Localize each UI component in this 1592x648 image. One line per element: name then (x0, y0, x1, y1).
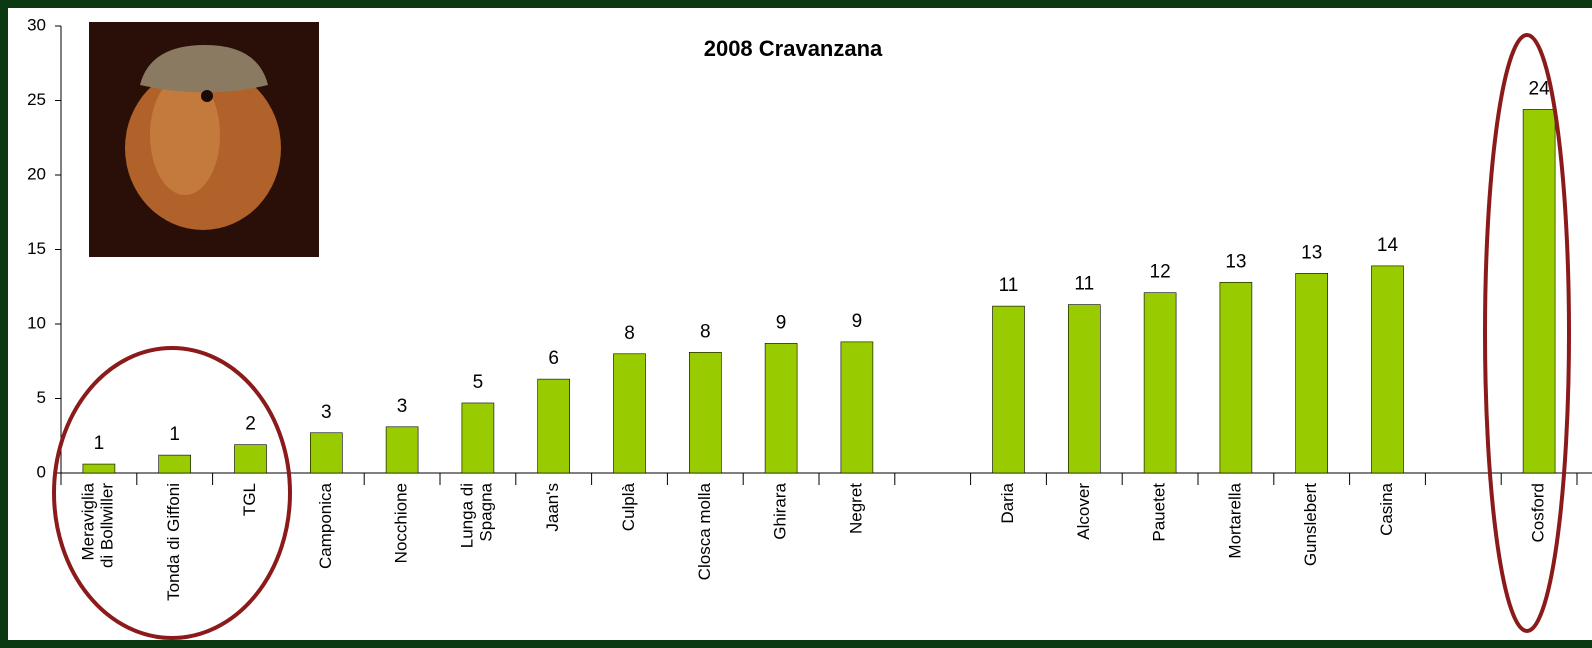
bar (689, 352, 721, 473)
x-tick-label: Culplà (619, 482, 638, 531)
bar (993, 306, 1025, 473)
x-tick-label: Pauetet (1150, 483, 1169, 542)
value-label: 8 (700, 321, 711, 342)
x-tick-label: Meravigliadi Bollwiller (79, 482, 117, 568)
x-tick-label: Camponica (316, 482, 335, 569)
x-tick-label: Gunslebert (1301, 483, 1320, 566)
x-tick-label: Ghirara (771, 482, 790, 539)
value-label: 12 (1150, 262, 1171, 283)
bar (83, 464, 115, 473)
value-label: 1 (94, 433, 105, 454)
y-tick-label: 0 (37, 462, 46, 481)
value-label: 11 (1074, 274, 1094, 295)
bar (462, 403, 494, 473)
value-label: 3 (397, 396, 408, 417)
x-tick-label: Daria (998, 482, 1017, 523)
x-tick-label: Closca molla (695, 482, 714, 580)
y-tick-label: 10 (27, 313, 46, 332)
x-tick-label: Lunga diSpagna (458, 482, 496, 548)
bar (310, 433, 342, 473)
bar (386, 427, 418, 473)
bar (614, 354, 646, 473)
bar (765, 343, 797, 473)
hazelnut-photo (89, 22, 319, 257)
bar (159, 455, 191, 473)
bar (1296, 273, 1328, 473)
y-tick-label: 15 (27, 239, 46, 258)
bar (1220, 282, 1252, 473)
bar (1068, 305, 1100, 473)
value-label: 6 (548, 348, 559, 369)
value-label: 9 (852, 311, 863, 332)
x-tick-label: Nocchione (392, 483, 411, 563)
chart-title: 2008 Cravanzana (704, 36, 883, 61)
value-label: 14 (1377, 235, 1399, 256)
y-tick-label: 20 (27, 164, 46, 183)
x-tick-label: Negret (846, 483, 865, 534)
page: {"chart_data": {"type": "bar", "title": … (0, 0, 1592, 648)
bar (235, 445, 267, 473)
y-tick-label: 5 (37, 388, 46, 407)
bar (538, 379, 570, 473)
x-tick-label: Cosford (1529, 483, 1548, 543)
value-label: 13 (1225, 251, 1246, 272)
value-label: 2 (245, 414, 256, 435)
bar (841, 342, 873, 473)
chart: 2008 Cravanzana 051015202530Meravigliadi… (0, 0, 1592, 648)
bar (1144, 293, 1176, 473)
x-tick-label: TGL (240, 483, 259, 516)
x-tick-label: Jaan's (543, 483, 562, 532)
value-label: 13 (1301, 242, 1322, 263)
value-label: 24 (1529, 78, 1551, 99)
value-label: 5 (473, 372, 484, 393)
x-tick-label: Alcover (1074, 483, 1093, 540)
x-tick-label: Tonda di Giffoni (164, 483, 183, 601)
x-tick-label: Casina (1377, 482, 1396, 535)
bar (1523, 109, 1555, 473)
value-label: 1 (169, 424, 180, 445)
y-tick-label: 25 (27, 90, 46, 109)
x-tick-label: Mortarella (1225, 482, 1244, 558)
y-tick-label: 30 (27, 15, 46, 34)
value-label: 9 (776, 312, 787, 333)
value-label: 3 (321, 402, 332, 423)
value-label: 11 (999, 275, 1019, 296)
bar (1372, 266, 1404, 473)
value-label: 8 (624, 323, 635, 344)
